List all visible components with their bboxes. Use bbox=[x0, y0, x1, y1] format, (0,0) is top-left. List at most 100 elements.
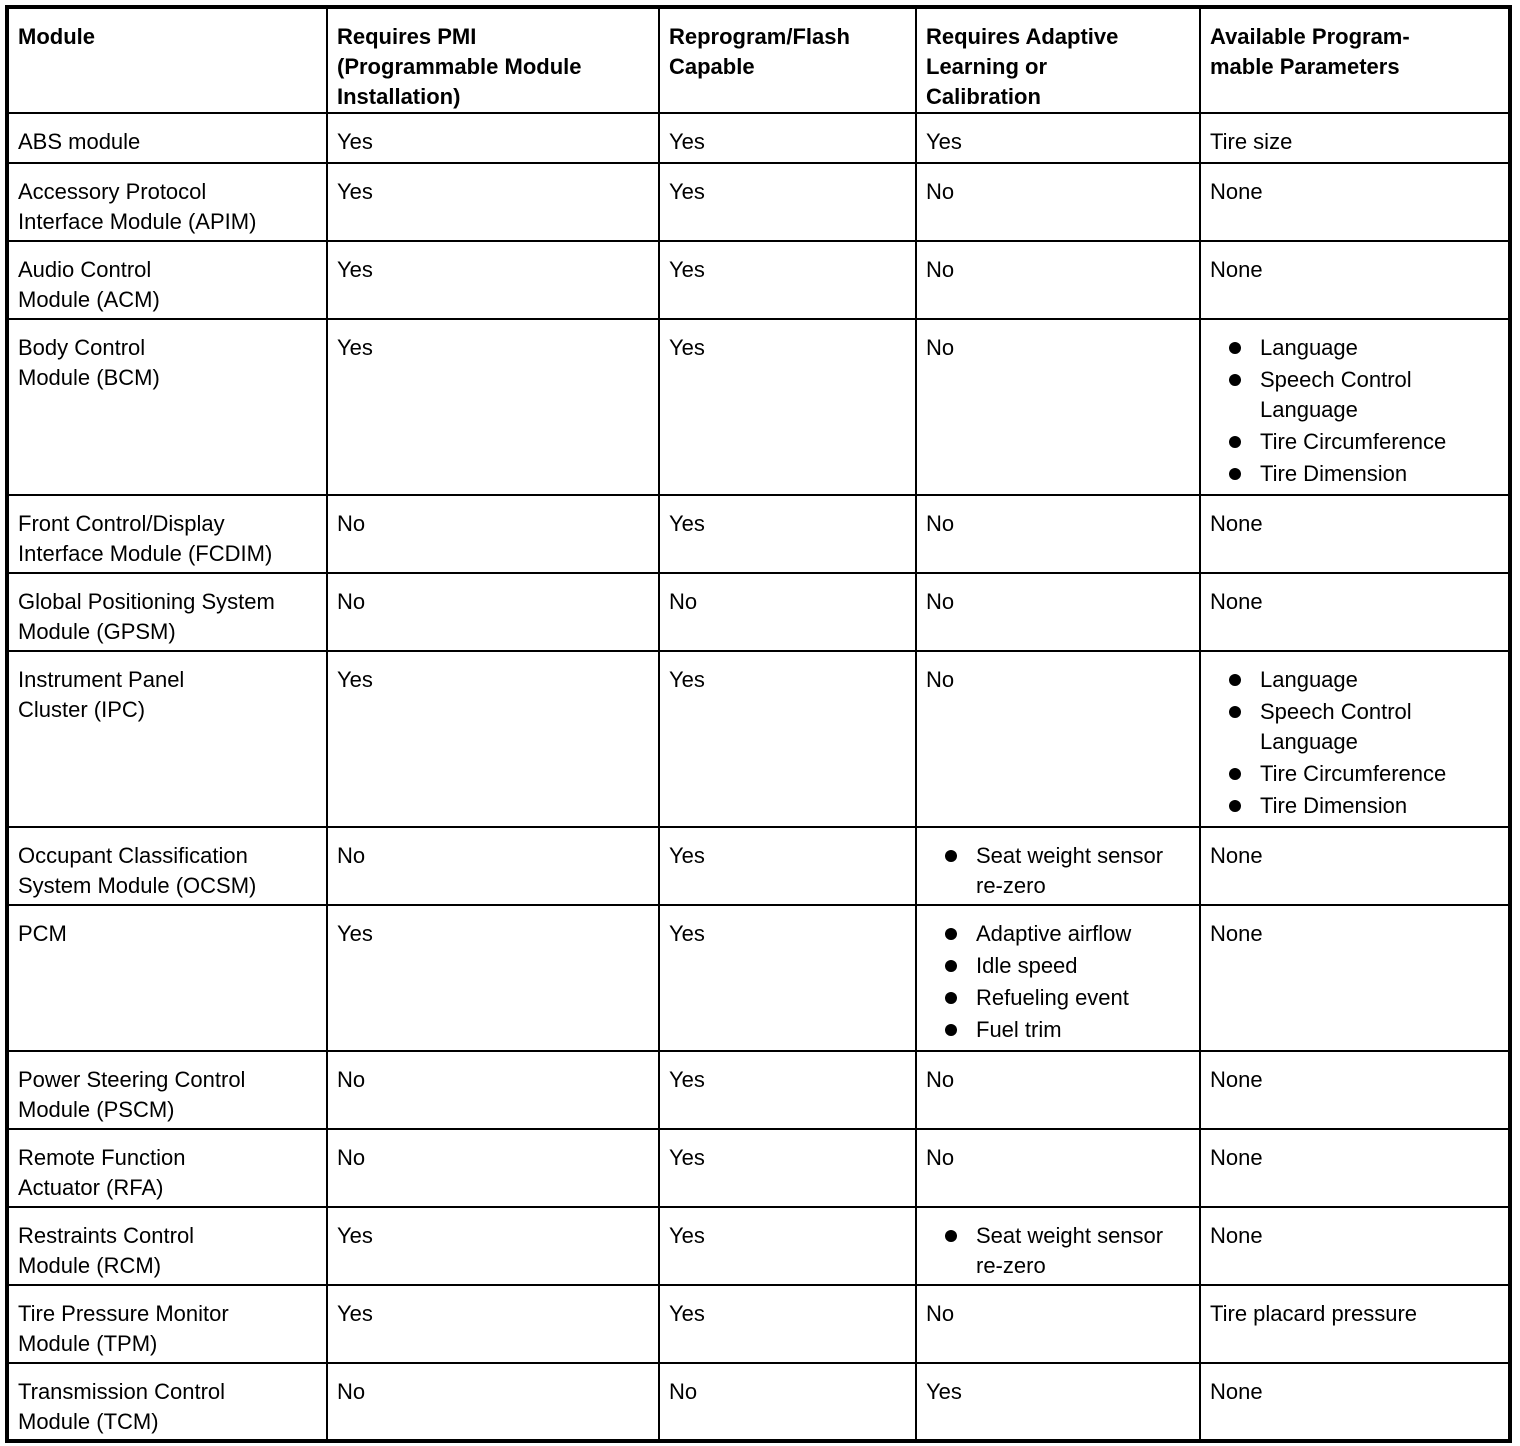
adaptive-cell: Adaptive airflow Idle speed Refueling even… bbox=[915, 904, 1201, 1052]
pmi-cell: Yes bbox=[326, 240, 660, 320]
params-cell: None bbox=[1199, 1206, 1511, 1286]
adaptive-cell: No bbox=[915, 240, 1201, 320]
params-cell: Language Speech Control Language Tire Circ… bbox=[1199, 318, 1511, 496]
bullet-item: Speech Control Language bbox=[1210, 365, 1500, 425]
params-cell: Tire placard pressure bbox=[1199, 1284, 1511, 1364]
adaptive-cell: No bbox=[915, 1128, 1201, 1208]
table-row: Occupant Classification System Module (O… bbox=[6, 826, 1511, 906]
pmi-cell: No bbox=[326, 826, 660, 906]
params-cell: None bbox=[1199, 162, 1511, 242]
module-cell: Body Control Module (BCM) bbox=[6, 318, 328, 496]
bullet-list: Language Speech Control Language Tire Circ… bbox=[1210, 665, 1500, 821]
table-row: Tire Pressure Monitor Module (TPM) Yes Yes… bbox=[6, 1284, 1511, 1364]
adaptive-cell: No bbox=[915, 162, 1201, 242]
bullet-item: Tire Circumference bbox=[1210, 759, 1500, 789]
bullet-item: Seat weight sensor re-zero bbox=[926, 1221, 1191, 1281]
pmi-cell: No bbox=[326, 1128, 660, 1208]
module-cell: PCM bbox=[6, 904, 328, 1052]
header-row: Module Requires PMI (Programmable Module… bbox=[6, 6, 1511, 114]
header-reprogram-flash: Reprogram/Flash Capable bbox=[658, 6, 917, 114]
table-row: Transmission Control Module (TCM) No No Yes… bbox=[6, 1362, 1511, 1442]
module-cell: Global Positioning System Module (GPSM) bbox=[6, 572, 328, 652]
flash-cell: Yes bbox=[658, 826, 917, 906]
flash-cell: Yes bbox=[658, 494, 917, 574]
adaptive-cell: No bbox=[915, 572, 1201, 652]
module-cell: ABS module bbox=[6, 112, 328, 164]
bullet-item: Fuel trim bbox=[926, 1015, 1191, 1045]
adaptive-cell: No bbox=[915, 650, 1201, 828]
bullet-item: Tire Circumference bbox=[1210, 427, 1500, 457]
module-cell: Tire Pressure Monitor Module (TPM) bbox=[6, 1284, 328, 1364]
flash-cell: Yes bbox=[658, 650, 917, 828]
pmi-cell: Yes bbox=[326, 1284, 660, 1364]
bullet-item: Seat weight sensor re-zero bbox=[926, 841, 1191, 901]
params-cell: None bbox=[1199, 494, 1511, 574]
pmi-cell: No bbox=[326, 494, 660, 574]
header-adaptive-learning: Requires Adaptive Learning or Calibratio… bbox=[915, 6, 1201, 114]
flash-cell: No bbox=[658, 572, 917, 652]
module-cell: Audio Control Module (ACM) bbox=[6, 240, 328, 320]
adaptive-cell: No bbox=[915, 1050, 1201, 1130]
params-cell: None bbox=[1199, 1050, 1511, 1130]
bullet-list: Adaptive airflow Idle speed Refueling even… bbox=[926, 919, 1191, 1045]
flash-cell: Yes bbox=[658, 1128, 917, 1208]
pmi-cell: Yes bbox=[326, 112, 660, 164]
adaptive-cell: Yes bbox=[915, 112, 1201, 164]
adaptive-cell: Seat weight sensor re-zero bbox=[915, 1206, 1201, 1286]
module-cell: Restraints Control Module (RCM) bbox=[6, 1206, 328, 1286]
params-cell: None bbox=[1199, 1362, 1511, 1442]
flash-cell: Yes bbox=[658, 1284, 917, 1364]
params-cell: None bbox=[1199, 904, 1511, 1052]
pmi-cell: Yes bbox=[326, 162, 660, 242]
pmi-cell: No bbox=[326, 1050, 660, 1130]
params-cell: None bbox=[1199, 572, 1511, 652]
module-cell: Power Steering Control Module (PSCM) bbox=[6, 1050, 328, 1130]
module-cell: Remote Function Actuator (RFA) bbox=[6, 1128, 328, 1208]
adaptive-cell: No bbox=[915, 494, 1201, 574]
module-programming-table: Module Requires PMI (Programmable Module… bbox=[5, 5, 1512, 1443]
bullet-item: Adaptive airflow bbox=[926, 919, 1191, 949]
flash-cell: Yes bbox=[658, 112, 917, 164]
adaptive-cell: Yes bbox=[915, 1362, 1201, 1442]
params-cell: None bbox=[1199, 1128, 1511, 1208]
params-cell: None bbox=[1199, 240, 1511, 320]
table-row: Accessory Protocol Interface Module (API… bbox=[6, 162, 1511, 242]
bullet-item: Idle speed bbox=[926, 951, 1191, 981]
flash-cell: Yes bbox=[658, 240, 917, 320]
flash-cell: Yes bbox=[658, 904, 917, 1052]
module-cell: Transmission Control Module (TCM) bbox=[6, 1362, 328, 1442]
params-cell: None bbox=[1199, 826, 1511, 906]
table-row: ABS module Yes Yes Yes Tire size bbox=[6, 112, 1511, 164]
table-row: Audio Control Module (ACM) Yes Yes No None bbox=[6, 240, 1511, 320]
bullet-item: Language bbox=[1210, 665, 1500, 695]
bullet-list: Language Speech Control Language Tire Circ… bbox=[1210, 333, 1500, 489]
bullet-list: Seat weight sensor re-zero bbox=[926, 1221, 1191, 1281]
bullet-item: Tire Dimension bbox=[1210, 459, 1500, 489]
module-cell: Accessory Protocol Interface Module (API… bbox=[6, 162, 328, 242]
table-row: PCM Yes Yes Adaptive airflow Idle speed Refue… bbox=[6, 904, 1511, 1052]
pmi-cell: Yes bbox=[326, 1206, 660, 1286]
table-row: Restraints Control Module (RCM) Yes Yes Sea… bbox=[6, 1206, 1511, 1286]
bullet-list: Seat weight sensor re-zero bbox=[926, 841, 1191, 901]
table-row: Power Steering Control Module (PSCM) No Ye… bbox=[6, 1050, 1511, 1130]
header-requires-pmi: Requires PMI (Programmable Module Instal… bbox=[326, 6, 660, 114]
table-row: Remote Function Actuator (RFA) No Yes No Non… bbox=[6, 1128, 1511, 1208]
table-row: Body Control Module (BCM) Yes Yes No Languag… bbox=[6, 318, 1511, 496]
header-module: Module bbox=[6, 6, 328, 114]
header-programmable-parameters: Available Program- mable Parameters bbox=[1199, 6, 1511, 114]
pmi-cell: Yes bbox=[326, 318, 660, 496]
module-cell: Occupant Classification System Module (O… bbox=[6, 826, 328, 906]
bullet-item: Speech Control Language bbox=[1210, 697, 1500, 757]
flash-cell: No bbox=[658, 1362, 917, 1442]
flash-cell: Yes bbox=[658, 1206, 917, 1286]
flash-cell: Yes bbox=[658, 1050, 917, 1130]
adaptive-cell: No bbox=[915, 1284, 1201, 1364]
table-row: Front Control/Display Interface Module (… bbox=[6, 494, 1511, 574]
bullet-item: Refueling event bbox=[926, 983, 1191, 1013]
pmi-cell: Yes bbox=[326, 904, 660, 1052]
pmi-cell: Yes bbox=[326, 650, 660, 828]
pmi-cell: No bbox=[326, 572, 660, 652]
adaptive-cell: Seat weight sensor re-zero bbox=[915, 826, 1201, 906]
pmi-cell: No bbox=[326, 1362, 660, 1442]
module-cell: Front Control/Display Interface Module (… bbox=[6, 494, 328, 574]
